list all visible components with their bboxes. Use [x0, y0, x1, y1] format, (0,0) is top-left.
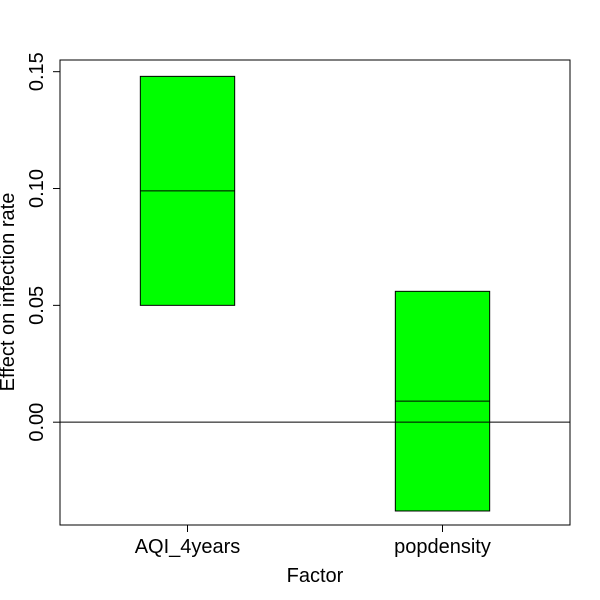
x-tick-label: popdensity: [394, 536, 491, 558]
y-axis: 0.00 0.05 0.10 0.15: [26, 52, 60, 442]
y-tick-label: 0.00: [26, 403, 48, 442]
plot-frame: [59, 59, 571, 526]
y-tick-label: 0.10: [26, 169, 48, 208]
bars-layer: [139, 75, 491, 512]
x-tick-label: AQI_4years: [135, 536, 241, 558]
y-tick-label: 0.15: [26, 52, 48, 91]
y-tick-label: 0.05: [26, 286, 48, 325]
x-axis: AQI_4years popdensity: [135, 525, 491, 558]
x-axis-label: Factor: [287, 565, 344, 587]
y-axis-label: Effect on infection rate: [0, 193, 19, 392]
